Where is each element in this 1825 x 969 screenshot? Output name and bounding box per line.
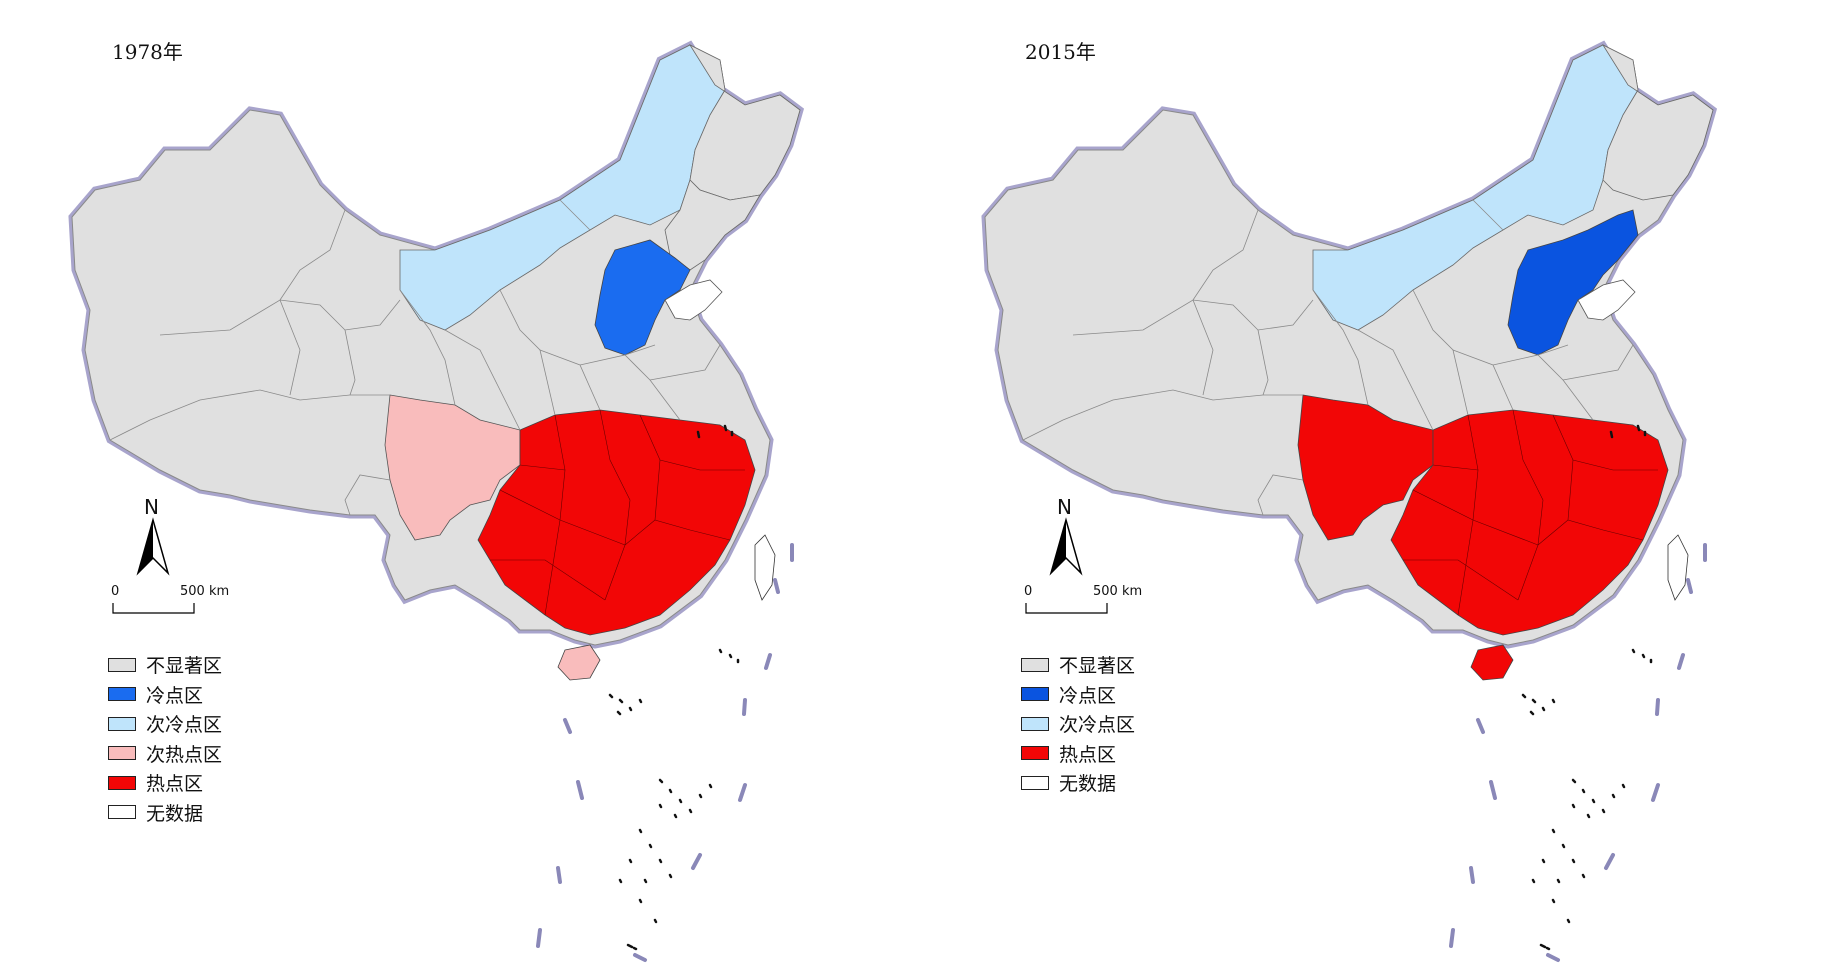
legend-item: 不显著区 — [108, 650, 222, 680]
legend-item: 无数据 — [1021, 768, 1135, 798]
legend-swatch — [108, 775, 136, 790]
legend-item: 次冷点区 — [1021, 709, 1135, 739]
map-panel-1978: 1978年 N 0 500 km 不显著区冷点区次冷点区次热点区热点区无数据 — [0, 0, 912, 969]
legend-swatch — [108, 687, 136, 702]
scale-bar — [1025, 603, 1108, 614]
legend-label: 次热点区 — [146, 743, 223, 766]
region-heilongjiang — [689, 44, 801, 201]
scale-bar-zero-label: 0 — [111, 584, 120, 599]
legend-swatch — [1021, 687, 1049, 702]
legend-label: 次冷点区 — [146, 714, 223, 737]
map-title: 2015年 — [1025, 40, 1096, 64]
north-arrow-icon — [137, 519, 169, 574]
legend-item: 冷点区 — [108, 680, 222, 710]
legend-label: 不显著区 — [1059, 655, 1136, 678]
choropleth-map-1978 — [0, 0, 912, 962]
legend-swatch — [1021, 657, 1049, 672]
legend-label: 冷点区 — [1059, 684, 1117, 707]
legend-item: 冷点区 — [1021, 680, 1135, 710]
legend-swatch — [108, 657, 136, 672]
north-label: N — [1057, 495, 1072, 519]
legend-label: 不显著区 — [146, 655, 223, 678]
north-label: N — [144, 495, 159, 519]
legend-label: 热点区 — [1059, 743, 1117, 766]
scale-bar-zero-label: 0 — [1024, 584, 1033, 599]
legend: 不显著区冷点区次冷点区热点区无数据 — [1021, 650, 1135, 798]
region-heilongjiang — [1602, 44, 1714, 201]
scale-bar-far-label: 500 km — [1093, 584, 1143, 599]
map-title: 1978年 — [112, 40, 183, 64]
legend-label: 热点区 — [146, 773, 204, 796]
legend-swatch — [1021, 716, 1049, 731]
legend-swatch — [108, 746, 136, 761]
legend-item: 不显著区 — [1021, 650, 1135, 680]
legend-item: 次热点区 — [108, 739, 222, 769]
scale-bar-far-label: 500 km — [180, 584, 230, 599]
legend-item: 次冷点区 — [108, 709, 222, 739]
region-hainan — [557, 644, 601, 681]
legend-swatch — [1021, 746, 1049, 761]
legend-item: 热点区 — [108, 768, 222, 798]
legend-swatch — [1021, 775, 1049, 790]
region-taiwan — [754, 534, 776, 601]
legend-label: 冷点区 — [146, 684, 204, 707]
legend-label: 无数据 — [146, 802, 204, 825]
region-taiwan — [1667, 534, 1689, 601]
scale-bar — [112, 603, 195, 614]
legend-label: 次冷点区 — [1059, 714, 1136, 737]
north-arrow-icon — [1050, 519, 1082, 574]
legend-swatch — [108, 716, 136, 731]
legend: 不显著区冷点区次冷点区次热点区热点区无数据 — [108, 650, 222, 827]
legend-label: 无数据 — [1059, 773, 1117, 796]
legend-item: 无数据 — [108, 798, 222, 828]
legend-swatch — [108, 805, 136, 820]
choropleth-map-2015 — [913, 0, 1825, 962]
region-hainan — [1470, 644, 1514, 681]
legend-item: 热点区 — [1021, 739, 1135, 769]
map-panel-2015: 2015年 N 0 500 km 不显著区冷点区次冷点区热点区无数据 — [913, 0, 1825, 969]
